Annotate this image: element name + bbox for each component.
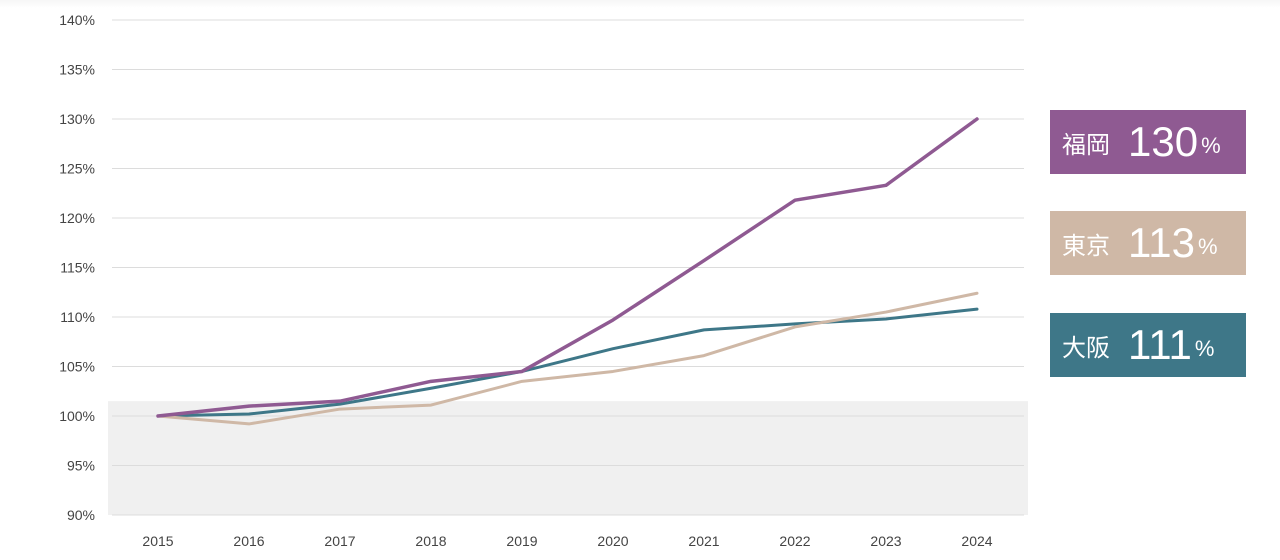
x-tick-label: 2021: [688, 533, 719, 549]
y-tick-label: 100%: [59, 408, 95, 424]
y-tick-label: 115%: [60, 260, 95, 276]
series-line-fukuoka: [156, 117, 979, 418]
x-tick-label: 2020: [597, 533, 628, 549]
legend-unit-fukuoka: %: [1201, 133, 1221, 158]
x-tick-label: 2018: [415, 533, 446, 549]
legend-item-fukuoka: 福岡 130 %: [1050, 110, 1246, 174]
y-tick-label: 130%: [59, 111, 95, 127]
legend-name-osaka: 大阪: [1062, 333, 1110, 362]
legend-unit-osaka: %: [1194, 336, 1215, 361]
y-tick-label: 125%: [59, 161, 95, 177]
legend-value-fukuoka: 130: [1128, 118, 1199, 165]
legend-item-tokyo: 東京 113 %: [1050, 211, 1246, 275]
y-tick-label: 90%: [67, 507, 95, 523]
x-tick-label: 2019: [506, 533, 537, 549]
shaded-band: [108, 401, 1028, 515]
y-tick-label: 120%: [59, 210, 95, 226]
y-tick-label: 140%: [59, 12, 95, 28]
x-tick-label: 2022: [779, 533, 810, 549]
x-tick-label: 2016: [233, 533, 264, 549]
legend-name-fukuoka: 福岡: [1062, 130, 1110, 159]
x-tick-label: 2024: [961, 533, 992, 549]
legend-item-osaka: 大阪 111 %: [1050, 313, 1246, 377]
series-line-tokyo: [156, 291, 979, 426]
series-line-osaka: [156, 307, 979, 418]
x-tick-label: 2017: [324, 533, 355, 549]
legend-value-tokyo: 113: [1128, 219, 1195, 266]
y-tick-label: 105%: [59, 359, 95, 375]
y-tick-label: 110%: [60, 309, 95, 325]
y-tick-label: 135%: [59, 62, 95, 78]
legend-name-tokyo: 東京: [1062, 231, 1110, 260]
x-tick-label: 2023: [870, 533, 901, 549]
legend-value-osaka: 111: [1128, 321, 1192, 368]
x-tick-label: 2015: [142, 533, 173, 549]
legend-unit-tokyo: %: [1197, 234, 1218, 259]
y-tick-label: 95%: [67, 458, 95, 474]
